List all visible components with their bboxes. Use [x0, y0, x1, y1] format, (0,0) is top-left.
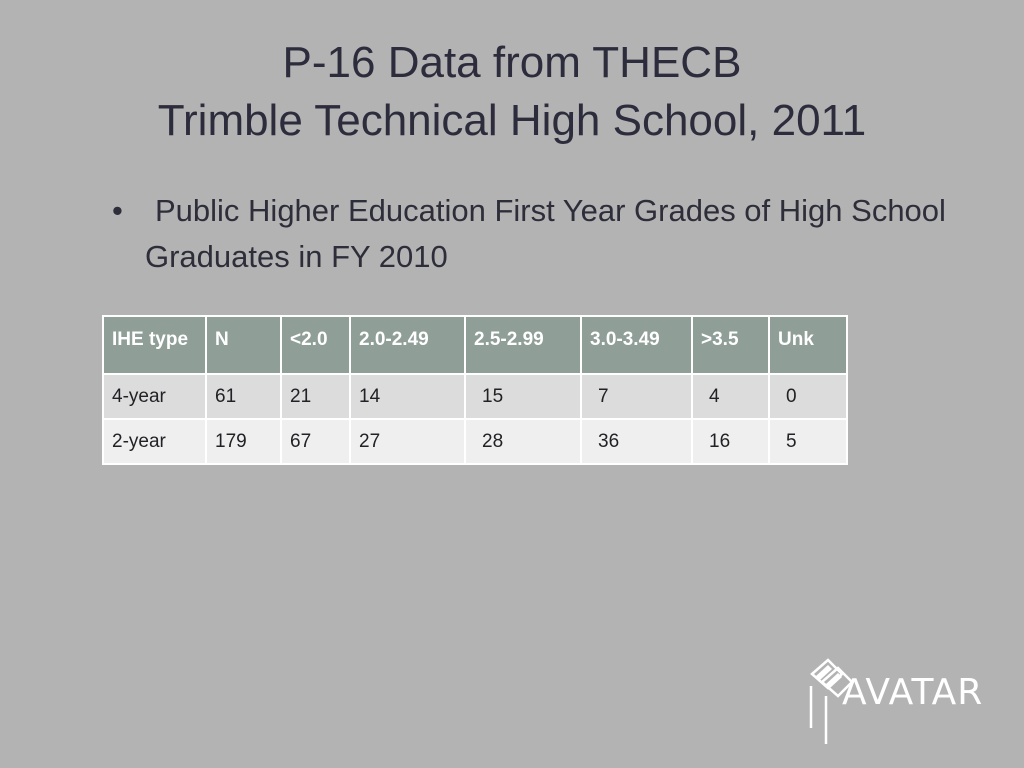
- header-n: N: [205, 315, 282, 375]
- slide-title-line-1: P-16 Data from THECB: [282, 38, 742, 87]
- bullet-point: • Public Higher Education First Year Gra…: [112, 188, 972, 280]
- cell-above-3-5: 16: [691, 418, 770, 465]
- cell-below-2-0: 21: [280, 373, 351, 420]
- header-above-3-5: >3.5: [691, 315, 770, 375]
- bullet-dot-icon: •: [112, 193, 123, 228]
- slide-title-line-2: Trimble Technical High School, 2011: [157, 96, 867, 145]
- cell-ihe-type: 2-year: [102, 418, 207, 465]
- avatar-logo-icon: [809, 658, 854, 744]
- grades-table: IHE type N <2.0 2.0-2.49 2.5-2.99 3.0-3.…: [102, 315, 848, 465]
- cell-ihe-type: 4-year: [102, 373, 207, 420]
- cell-3-0-3-49: 36: [580, 418, 693, 465]
- cell-below-2-0: 67: [280, 418, 351, 465]
- header-2-0-2-49: 2.0-2.49: [349, 315, 466, 375]
- header-unk: Unk: [768, 315, 848, 375]
- slide-title: P-16 Data from THECB Trimble Technical H…: [0, 34, 1024, 150]
- cell-above-3-5: 4: [691, 373, 770, 420]
- cell-unk: 0: [768, 373, 848, 420]
- cell-2-0-2-49: 27: [349, 418, 466, 465]
- cell-2-5-2-99: 15: [464, 373, 582, 420]
- table-row: 2-year 179 67 27 28 36 16 5: [102, 418, 848, 465]
- cell-2-0-2-49: 14: [349, 373, 466, 420]
- cell-2-5-2-99: 28: [464, 418, 582, 465]
- avatar-logo: [808, 652, 998, 748]
- header-2-5-2-99: 2.5-2.99: [464, 315, 582, 375]
- cell-3-0-3-49: 7: [580, 373, 693, 420]
- header-ihe-type: IHE type: [102, 315, 207, 375]
- cell-unk: 5: [768, 418, 848, 465]
- logo-text: AVATAR: [842, 672, 984, 713]
- bullet-text: Public Higher Education First Year Grade…: [145, 193, 946, 274]
- header-3-0-3-49: 3.0-3.49: [580, 315, 693, 375]
- header-below-2-0: <2.0: [280, 315, 351, 375]
- cell-n: 179: [205, 418, 282, 465]
- cell-n: 61: [205, 373, 282, 420]
- table-row: 4-year 61 21 14 15 7 4 0: [102, 373, 848, 420]
- table-header-row: IHE type N <2.0 2.0-2.49 2.5-2.99 3.0-3.…: [102, 315, 848, 375]
